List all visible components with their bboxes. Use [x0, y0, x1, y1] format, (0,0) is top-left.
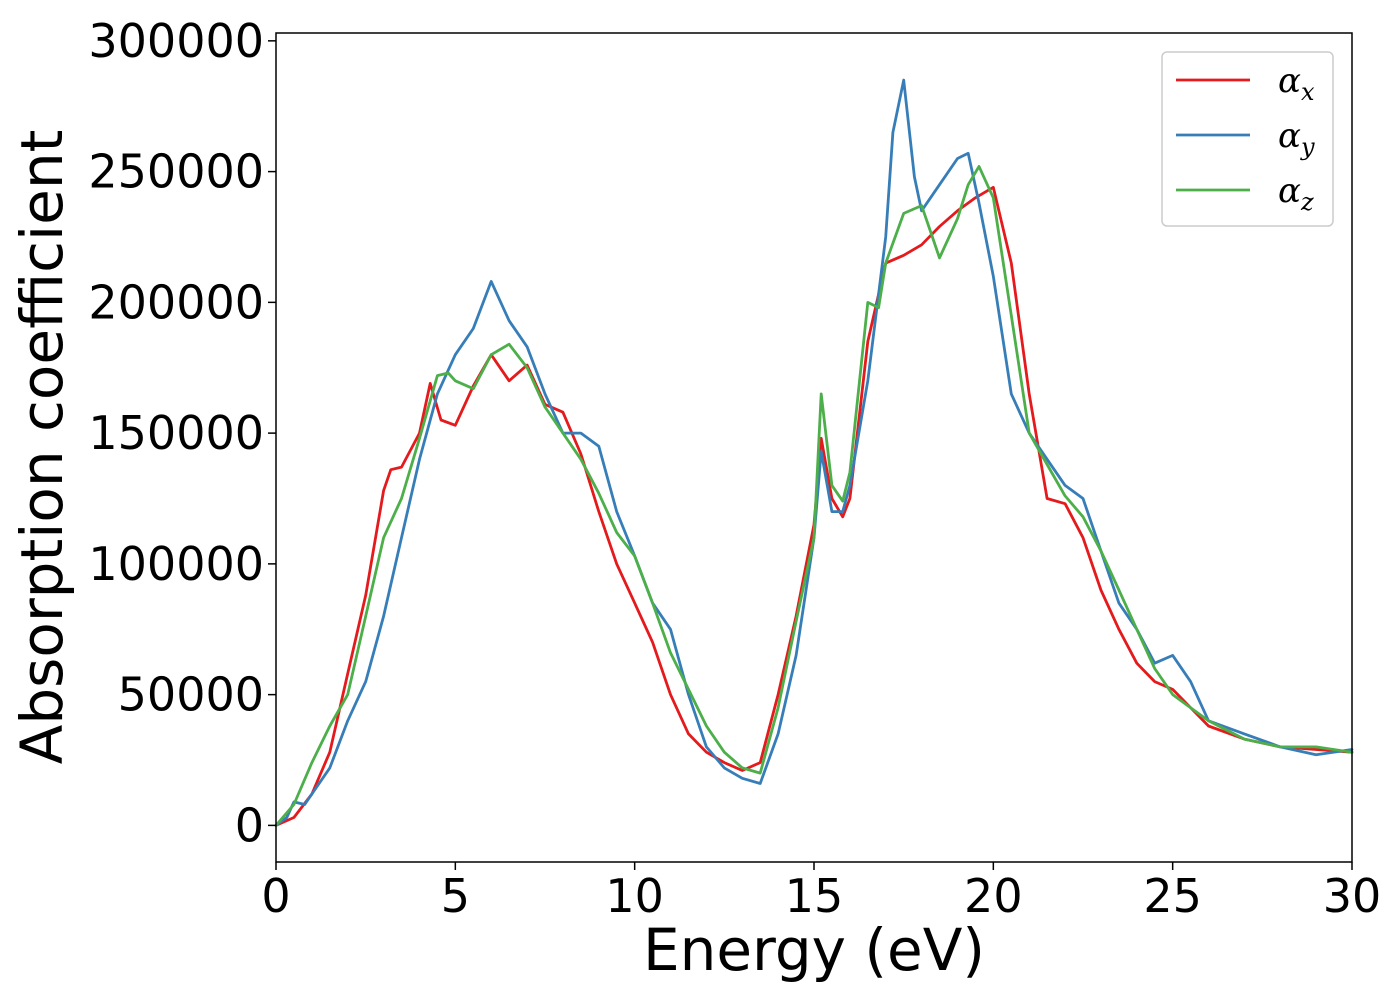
y-tick-label: 150000 — [88, 406, 264, 460]
x-tick-label: 15 — [785, 869, 844, 923]
x-axis-title: Energy (eV) — [643, 916, 985, 984]
legend-box — [1161, 51, 1334, 227]
x-tick-label: 0 — [261, 869, 290, 923]
y-tick-label: 100000 — [88, 537, 264, 591]
series-line-z — [274, 164, 1354, 827]
y-tick-label: 50000 — [118, 668, 264, 722]
y-axis-ticks: 0 50000 100000 150000 200000 250000 300000 — [88, 14, 276, 852]
x-tick-label: 25 — [1143, 869, 1202, 923]
y-tick-label: 250000 — [88, 145, 264, 199]
x-axis-ticks: 0 5 10 15 20 25 30 — [261, 862, 1381, 923]
series-line-y — [274, 78, 1354, 827]
y-axis-title: Absorption coefficient — [8, 130, 76, 765]
x-tick-label: 5 — [441, 869, 470, 923]
y-tick-label: 200000 — [88, 275, 264, 329]
y-tick-label: 0 — [235, 798, 264, 852]
x-tick-label: 20 — [964, 869, 1023, 923]
y-tick-label: 300000 — [88, 14, 264, 68]
series-line-x — [274, 185, 1354, 827]
series-layer — [274, 78, 1354, 827]
x-tick-label: 30 — [1323, 869, 1382, 923]
x-tick-label: 10 — [605, 869, 664, 923]
